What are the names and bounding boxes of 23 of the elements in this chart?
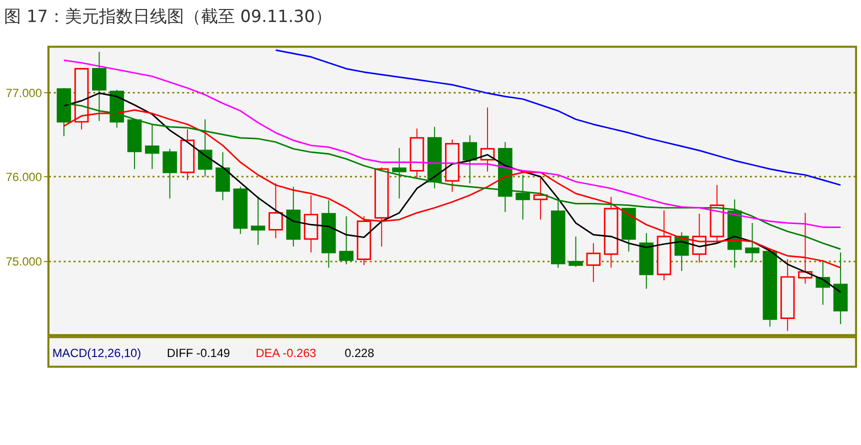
line-series [63,60,842,228]
candlestick [586,242,601,282]
y-tick-label: 77.000 [6,86,42,100]
text: DEA -0.263 [256,346,317,360]
line-series [274,49,842,186]
candlestick [745,222,760,262]
candlestick [339,216,354,265]
y-tick-label: 75.000 [6,254,42,268]
candlestick [162,148,177,200]
candlestick [216,152,230,201]
candlestick [145,124,160,170]
text: DIFF -0.149 [166,346,230,360]
chart-title: 图 17：美元指数日线图（截至 09.11.30） [4,6,332,26]
candlestick [268,182,283,239]
y-tick-label: 76.000 [6,170,42,184]
candlestick [568,236,583,268]
candlestick [250,196,266,246]
candlestick [462,134,478,184]
candlestick [198,118,212,178]
text: 0.228 [344,346,375,360]
candlestick [392,147,406,200]
text: MACD(12,26,10) [52,346,142,360]
candlestick [516,174,530,220]
